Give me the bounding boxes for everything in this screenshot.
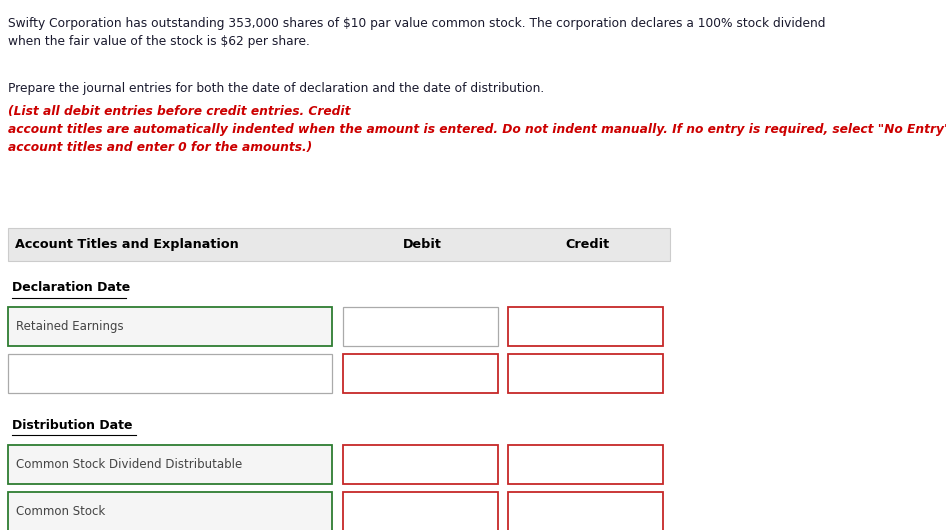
Text: Common Stock Dividend Distributable: Common Stock Dividend Distributable bbox=[16, 458, 242, 471]
FancyBboxPatch shape bbox=[9, 492, 332, 530]
FancyBboxPatch shape bbox=[9, 445, 332, 484]
Text: Credit: Credit bbox=[566, 238, 609, 251]
Text: Account Titles and Explanation: Account Titles and Explanation bbox=[15, 238, 238, 251]
FancyBboxPatch shape bbox=[508, 307, 663, 346]
FancyBboxPatch shape bbox=[342, 445, 498, 484]
FancyBboxPatch shape bbox=[9, 307, 332, 346]
Text: (List all debit entries before credit entries. Credit
account titles are automat: (List all debit entries before credit en… bbox=[9, 105, 946, 154]
FancyBboxPatch shape bbox=[508, 354, 663, 393]
Text: Prepare the journal entries for both the date of declaration and the date of dis: Prepare the journal entries for both the… bbox=[9, 82, 544, 95]
FancyBboxPatch shape bbox=[9, 227, 670, 261]
FancyBboxPatch shape bbox=[508, 445, 663, 484]
Text: Distribution Date: Distribution Date bbox=[11, 419, 132, 432]
FancyBboxPatch shape bbox=[508, 492, 663, 530]
FancyBboxPatch shape bbox=[9, 354, 332, 393]
Text: Debit: Debit bbox=[402, 238, 442, 251]
Text: Declaration Date: Declaration Date bbox=[11, 281, 130, 294]
Text: Swifty Corporation has outstanding 353,000 shares of $10 par value common stock.: Swifty Corporation has outstanding 353,0… bbox=[9, 17, 826, 48]
Text: Common Stock: Common Stock bbox=[16, 505, 106, 518]
FancyBboxPatch shape bbox=[342, 307, 498, 346]
FancyBboxPatch shape bbox=[342, 354, 498, 393]
Text: Retained Earnings: Retained Earnings bbox=[16, 320, 124, 333]
FancyBboxPatch shape bbox=[342, 492, 498, 530]
